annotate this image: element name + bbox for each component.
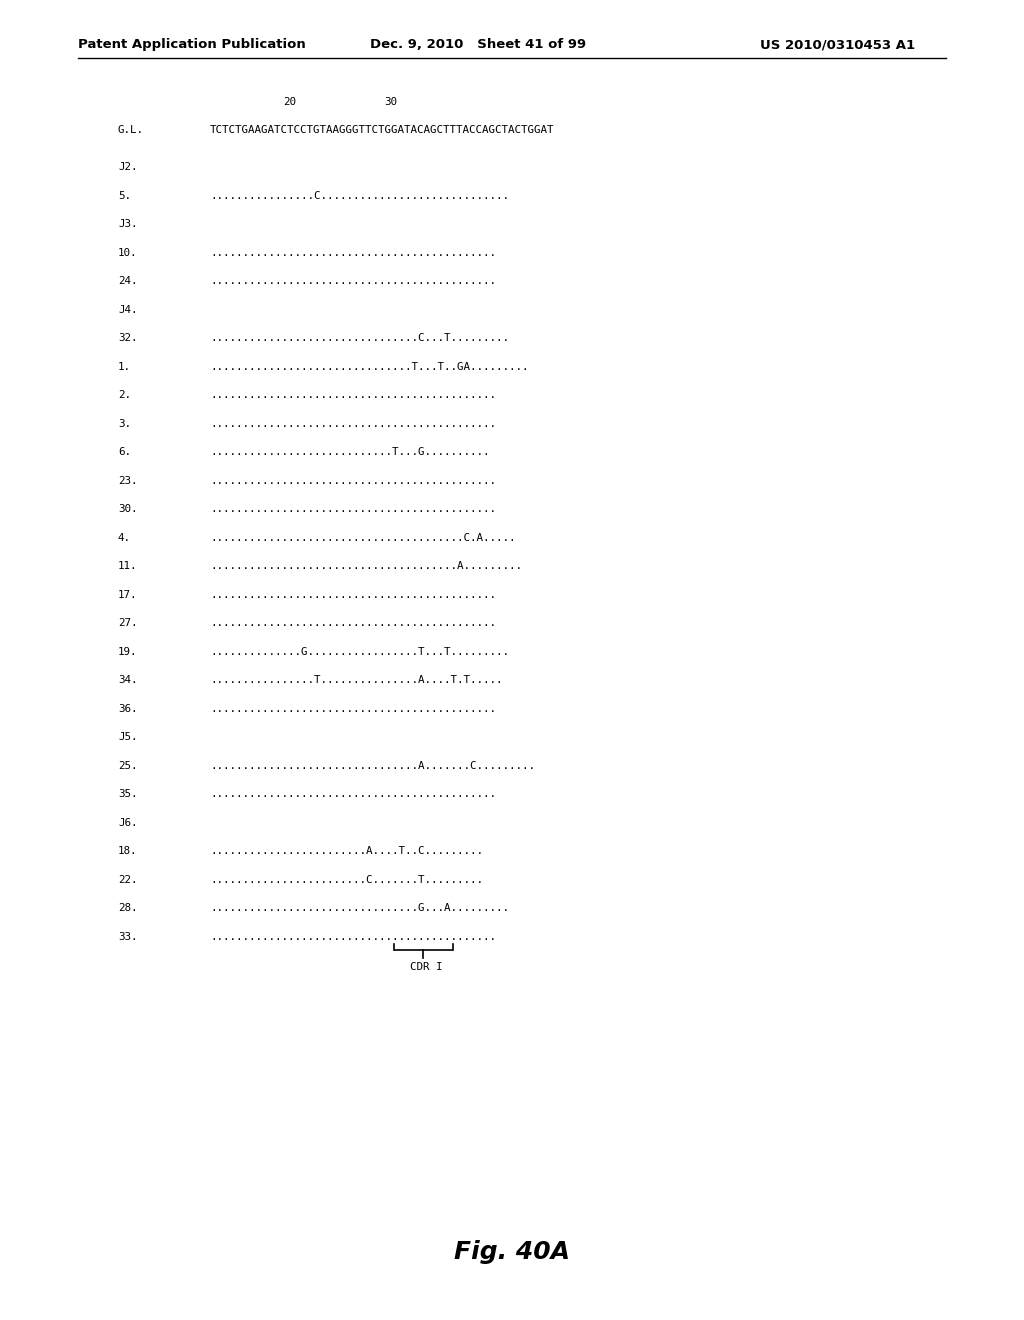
Text: CDR I: CDR I (410, 961, 442, 972)
Text: 1.: 1. (118, 362, 131, 371)
Text: 5.: 5. (118, 190, 131, 201)
Text: 27.: 27. (118, 618, 137, 628)
Text: 24.: 24. (118, 276, 137, 286)
Text: ................................C...T.........: ................................C...T...… (210, 333, 509, 343)
Text: J4.: J4. (118, 305, 137, 314)
Text: ........................C.......T.........: ........................C.......T.......… (210, 875, 483, 884)
Text: TCTCTGAAGATCTCCTGTAAGGGTTCTGGATACAGCTTTACCAGCTACTGGAT: TCTCTGAAGATCTCCTGTAAGGGTTCTGGATACAGCTTTA… (210, 125, 555, 135)
Text: ................C.............................: ................C.......................… (210, 190, 509, 201)
Text: ............................................: ........................................… (210, 618, 496, 628)
Text: 2.: 2. (118, 389, 131, 400)
Text: .......................................C.A.....: .......................................C… (210, 532, 515, 543)
Text: ...............................T...T..GA.........: ...............................T...T..GA… (210, 362, 528, 371)
Text: 11.: 11. (118, 561, 137, 572)
Text: ............................................: ........................................… (210, 789, 496, 799)
Text: 34.: 34. (118, 675, 137, 685)
Text: 3.: 3. (118, 418, 131, 429)
Text: ............................................: ........................................… (210, 932, 496, 941)
Text: ................................A.......C.........: ................................A.......… (210, 760, 535, 771)
Text: 35.: 35. (118, 789, 137, 799)
Text: 19.: 19. (118, 647, 137, 656)
Text: ..............G.................T...T.........: ..............G.................T...T...… (210, 647, 509, 656)
Text: 17.: 17. (118, 590, 137, 599)
Text: Fig. 40A: Fig. 40A (454, 1239, 570, 1265)
Text: ............................................: ........................................… (210, 276, 496, 286)
Text: J6.: J6. (118, 817, 137, 828)
Text: ................T...............A....T.T.....: ................T...............A....T.T… (210, 675, 503, 685)
Text: ........................A....T..C.........: ........................A....T..C.......… (210, 846, 483, 857)
Text: 28.: 28. (118, 903, 137, 913)
Text: 10.: 10. (118, 248, 137, 257)
Text: ............................................: ........................................… (210, 590, 496, 599)
Text: Dec. 9, 2010   Sheet 41 of 99: Dec. 9, 2010 Sheet 41 of 99 (370, 38, 586, 51)
Text: 36.: 36. (118, 704, 137, 714)
Text: J2.: J2. (118, 162, 137, 172)
Text: J3.: J3. (118, 219, 137, 230)
Text: 25.: 25. (118, 760, 137, 771)
Text: US 2010/0310453 A1: US 2010/0310453 A1 (760, 38, 915, 51)
Text: 23.: 23. (118, 475, 137, 486)
Text: ............................................: ........................................… (210, 389, 496, 400)
Text: 30.: 30. (118, 504, 137, 513)
Text: 32.: 32. (118, 333, 137, 343)
Text: 18.: 18. (118, 846, 137, 857)
Text: 4.: 4. (118, 532, 131, 543)
Text: ................................G...A.........: ................................G...A...… (210, 903, 509, 913)
Text: 33.: 33. (118, 932, 137, 941)
Text: 30: 30 (385, 96, 397, 107)
Text: 6.: 6. (118, 447, 131, 457)
Text: G.L.: G.L. (118, 125, 144, 135)
Text: ............................................: ........................................… (210, 475, 496, 486)
Text: 20: 20 (283, 96, 296, 107)
Text: J5.: J5. (118, 733, 137, 742)
Text: 22.: 22. (118, 875, 137, 884)
Text: ............................................: ........................................… (210, 418, 496, 429)
Text: ............................................: ........................................… (210, 248, 496, 257)
Text: ......................................A.........: ......................................A.… (210, 561, 522, 572)
Text: ............................T...G..........: ............................T...G.......… (210, 447, 489, 457)
Text: Patent Application Publication: Patent Application Publication (78, 38, 306, 51)
Text: ............................................: ........................................… (210, 504, 496, 513)
Text: ............................................: ........................................… (210, 704, 496, 714)
